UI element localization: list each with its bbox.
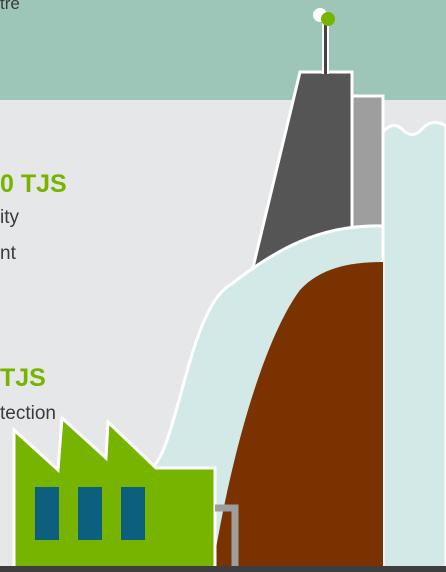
factory-icon [12, 414, 217, 572]
header-fragment-text: tre [0, 0, 20, 13]
header-band [0, 0, 446, 100]
antenna-icon [313, 8, 335, 74]
factory-window [121, 487, 145, 540]
factory-window [78, 487, 102, 540]
dam-icon [247, 70, 385, 283]
factory-window [35, 487, 59, 540]
stat-2-amount: TJS [0, 364, 46, 392]
stat-2-description: tection [0, 403, 56, 424]
stat-1-description-line-1: ity [0, 207, 19, 228]
reservoir-water [381, 121, 446, 572]
antenna-mast-core [324, 22, 327, 74]
dam-tower-side [350, 94, 385, 233]
ground-strip [0, 566, 446, 572]
earth-hill [212, 262, 383, 572]
stat-1-description-line-2: nt [0, 243, 16, 264]
antenna-ball [321, 12, 335, 26]
pipe [215, 504, 239, 572]
factory-body [12, 414, 217, 572]
stat-1-amount: 0 TJS [0, 170, 67, 198]
